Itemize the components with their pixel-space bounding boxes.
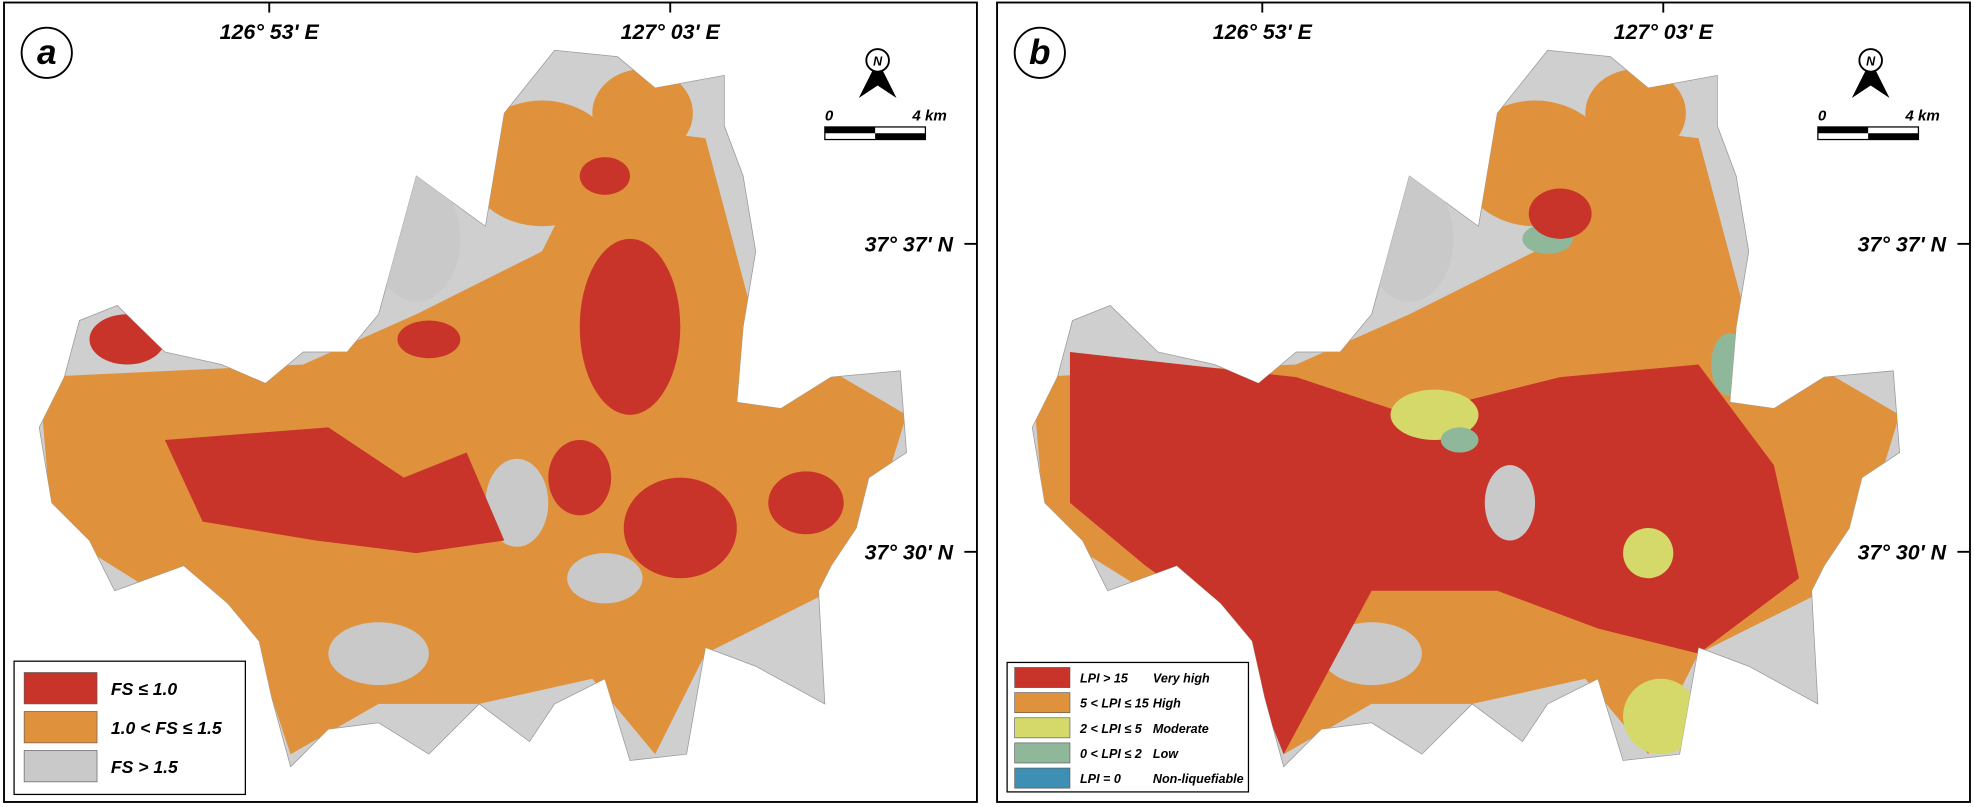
- legend-label: LPI = 0: [1080, 772, 1121, 786]
- legend-swatch: [1014, 717, 1071, 739]
- scale-bar-fill: [824, 126, 876, 134]
- legend-class: Non-liquefiable: [1153, 772, 1244, 786]
- scale-label: 4 km: [1904, 108, 1939, 125]
- legend-swatch: [1014, 692, 1071, 714]
- north-circle: [865, 48, 890, 73]
- legend-label: LPI > 15: [1080, 672, 1129, 686]
- legend-swatch: [23, 750, 98, 783]
- north-arrow: [858, 60, 897, 99]
- scale-label: 0: [825, 108, 834, 125]
- longitude-label: 127° 03' E: [1614, 20, 1714, 44]
- panel-badge: [1013, 26, 1066, 79]
- legend-label: 2 < LPI ≤ 5: [1079, 722, 1143, 736]
- latitude-label: 37° 37' N: [865, 232, 954, 256]
- scale-bar-fill: [1868, 133, 1919, 140]
- legend-class: Very high: [1153, 672, 1210, 686]
- legend-label: 1.0 < FS ≤ 1.5: [111, 718, 222, 738]
- high-susceptibility-zones: [89, 157, 844, 579]
- legend-swatch: [1014, 667, 1071, 688]
- panel-label: b: [1029, 33, 1051, 72]
- scale-bar-fill: [1817, 126, 1869, 134]
- panel-badge: [20, 26, 73, 79]
- legend-swatch: [1014, 767, 1071, 789]
- legend-class: Low: [1153, 747, 1179, 761]
- longitude-label: 126° 53' E: [220, 20, 320, 44]
- panel-a: a 126° 53' E 127° 03' E 37° 37' N 37° 30' N N…: [3, 1, 978, 803]
- panel-label: a: [37, 33, 57, 72]
- north-circle: [1858, 48, 1883, 73]
- scale-label: 4 km: [911, 108, 946, 125]
- legend-label: 0 < LPI ≤ 2: [1080, 747, 1142, 761]
- legend-label: FS ≤ 1.0: [111, 679, 178, 699]
- panel-b: b 126° 53' E 127° 03' E 37° 37' N 37° 30' N N…: [996, 1, 1971, 803]
- longitude-label: 126° 53' E: [1213, 20, 1313, 44]
- north-arrow: [1851, 60, 1890, 99]
- scale-bar-fill: [875, 133, 926, 140]
- north-label: N: [873, 54, 883, 68]
- legend-swatch: [1014, 742, 1071, 764]
- latitude-label: 37° 30' N: [865, 540, 954, 564]
- legend-swatch: [23, 672, 98, 705]
- latitude-label: 37° 37' N: [1858, 232, 1947, 256]
- legend-swatch: [23, 711, 98, 744]
- legend-class: High: [1153, 697, 1181, 711]
- legend-class: Moderate: [1153, 722, 1209, 736]
- legend-label: 5 < LPI ≤ 15: [1080, 697, 1150, 711]
- longitude-label: 127° 03' E: [621, 20, 721, 44]
- legend-label: FS > 1.5: [111, 757, 178, 777]
- scale-label: 0: [1818, 108, 1827, 125]
- north-label: N: [1866, 54, 1876, 68]
- latitude-label: 37° 30' N: [1858, 540, 1947, 564]
